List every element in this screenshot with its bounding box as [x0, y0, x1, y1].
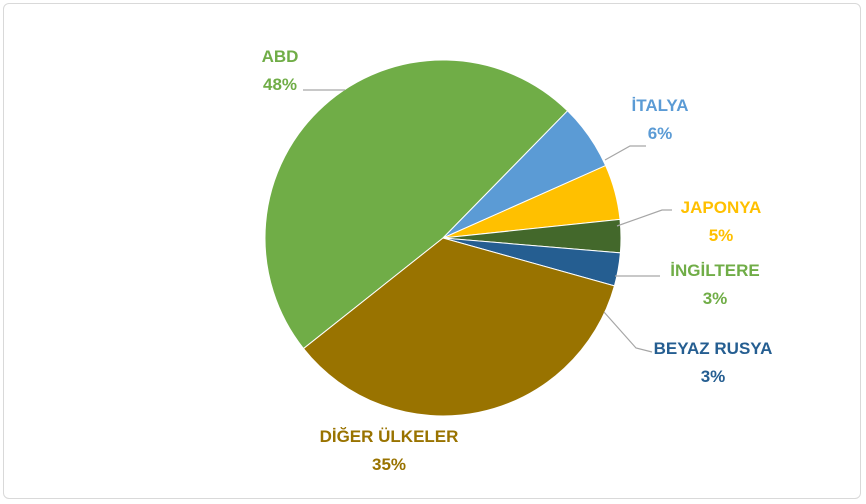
slice-name-label: DİĞER ÜLKELER — [320, 427, 459, 446]
pie-slices — [264, 59, 622, 417]
slice-percent-label: 48% — [263, 75, 297, 94]
leader-lines — [303, 89, 672, 353]
slice-percent-label: 3% — [703, 289, 728, 308]
pie-slice-6 — [302, 237, 616, 417]
data-labels: ABD 48% İTALYA 6% JAPONYA 5% İNGİLTERE 3% BEYAZ … — [262, 47, 773, 474]
slice-percent-label: 35% — [372, 455, 406, 474]
slice-name-label: İTALYA — [631, 96, 688, 115]
slice-percent-label: 6% — [648, 124, 673, 143]
slice-name-label: İNGİLTERE — [670, 261, 759, 280]
slice-name-label: JAPONYA — [681, 198, 762, 217]
pie-slice-1 — [264, 59, 569, 350]
slice-name-label: BEYAZ RUSYA — [654, 339, 773, 358]
leader-line-5 — [603, 311, 653, 353]
leader-line-3 — [616, 209, 672, 227]
slice-percent-label: 3% — [701, 367, 726, 386]
slice-name-label: ABD — [262, 47, 299, 66]
slice-percent-label: 5% — [709, 226, 734, 245]
leader-line-2 — [604, 145, 646, 161]
